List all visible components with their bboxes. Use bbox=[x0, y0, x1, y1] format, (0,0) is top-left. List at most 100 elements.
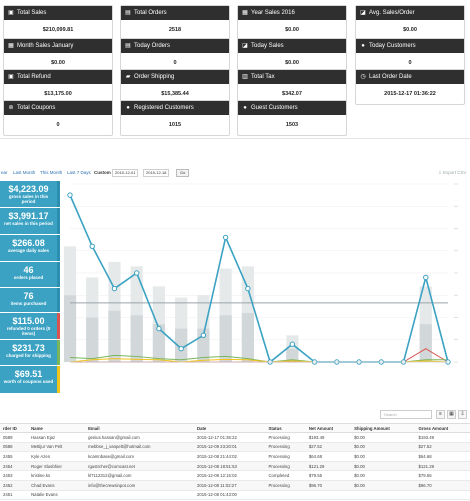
table-row[interactable]: 2453 kristine.ks kl7112312@gmail.com 2015-1… bbox=[0, 470, 470, 481]
column-header[interactable]: Email bbox=[85, 423, 194, 433]
stat-card-value: 2518 bbox=[168, 27, 182, 33]
table-row[interactable]: 2451 Natalie Evans 2015-12-08 01:43:00 bbox=[0, 490, 470, 501]
export-icon[interactable]: ⇩ bbox=[458, 410, 467, 419]
stat-card: ◷ Last Order Date 2015-12-17 01:36:22 bbox=[355, 69, 465, 105]
stat-card-label: Order Shipping bbox=[134, 74, 175, 80]
period-stat-label: net sales in this period bbox=[4, 221, 53, 226]
stat-card-header: ▣ Total Sales bbox=[4, 6, 112, 20]
stat-card-label: Today Customers bbox=[369, 43, 416, 49]
column-header[interactable]: Net Amount bbox=[305, 423, 352, 433]
clock-icon: ◷ bbox=[360, 74, 366, 80]
columns-icon[interactable]: ▦ bbox=[447, 410, 456, 419]
column-header[interactable]: rder ID bbox=[0, 423, 29, 433]
table-row[interactable]: 0588 Mettijur Van Pelt mebbse_j_vanpelt@ho… bbox=[0, 442, 470, 453]
range-last-7-days-link[interactable]: Last 7 Days bbox=[67, 170, 91, 175]
stat-card-label: Today Orders bbox=[134, 43, 171, 49]
table-cell: $0.00 bbox=[351, 432, 416, 443]
stat-card: ● Today Customers 0 bbox=[355, 38, 465, 74]
table-cell: Roger Slusbhier bbox=[28, 461, 86, 472]
stat-card-value: $0.00 bbox=[51, 60, 65, 66]
data-point bbox=[289, 341, 296, 347]
stat-card-header: ● Today Customers bbox=[356, 39, 464, 53]
table-cell: Mettijur Van Pelt bbox=[28, 442, 86, 453]
stat-card-value: 1015 bbox=[168, 122, 182, 128]
period-stat: $266.08 average daily sales bbox=[0, 235, 60, 261]
stat-card-value: 0 bbox=[408, 60, 412, 66]
calendar-icon: ▦ bbox=[242, 10, 248, 16]
table-cell: Processing bbox=[265, 480, 306, 491]
column-header[interactable]: Gross Amount bbox=[415, 423, 470, 433]
export-csv-link[interactable]: ⇩ Export CSV bbox=[438, 170, 467, 175]
table-cell: 2015-12-08 12:15:02 bbox=[194, 470, 266, 481]
stat-card-label: Total Sales bbox=[17, 10, 47, 16]
table-cell: Hassan Ejaz bbox=[28, 432, 86, 443]
stat-card-label: Avg. Sales/Order bbox=[369, 10, 415, 16]
coupon-icon: ⊚ bbox=[8, 105, 14, 111]
list-view-icon[interactable]: ≡ bbox=[436, 410, 445, 419]
download-icon: ⇩ bbox=[438, 170, 444, 175]
table-cell bbox=[265, 490, 306, 501]
stat-card: ◪ Avg. Sales/Order $0.00 bbox=[355, 5, 465, 41]
net-bar bbox=[130, 315, 143, 362]
net-bar bbox=[152, 324, 166, 362]
table-row[interactable]: 2455 Kyle Azen kcamnbase@gmail.com 2015-12-… bbox=[0, 451, 470, 462]
column-header[interactable]: Shipping Amount bbox=[351, 423, 416, 433]
table-cell: $121.29 bbox=[415, 461, 470, 472]
column-header[interactable]: Date bbox=[194, 423, 266, 433]
table-row[interactable]: 2452 Chad Evans info@thecrewsinpot.com 2015… bbox=[0, 480, 470, 491]
table-row[interactable]: 2454 Roger Slusbhier rgustrcher@comcast.ne… bbox=[0, 461, 470, 472]
stat-card-label: Total Coupons bbox=[17, 105, 56, 111]
orders-icon: ▤ bbox=[125, 10, 131, 16]
data-point bbox=[111, 285, 118, 292]
table-row[interactable]: 0589 Hassan Ejaz genius.hassan@gmail.com 20… bbox=[0, 432, 470, 443]
table-cell bbox=[415, 490, 470, 501]
stat-card-value: $13,175.00 bbox=[44, 91, 72, 97]
net-bar bbox=[86, 317, 99, 362]
refund-icon: ▣ bbox=[8, 74, 14, 80]
table-cell: $96.70 bbox=[305, 480, 352, 491]
date-from-input[interactable]: 2015-12-01 bbox=[112, 169, 139, 177]
table-cell bbox=[351, 490, 416, 501]
table-cell: 2015-12-08 21:44:02 bbox=[194, 451, 266, 462]
table-cell: $193.49 bbox=[415, 432, 470, 443]
table-cell: 2015-12-08 01:43:00 bbox=[194, 490, 266, 501]
table-cell: 2015-12-08 11:02:27 bbox=[194, 480, 266, 491]
data-point bbox=[67, 192, 73, 198]
date-to-input[interactable]: 2015-12-18 bbox=[143, 169, 170, 177]
stat-card: ▣ Total Sales $210,099.81 bbox=[3, 5, 113, 41]
column-header[interactable]: Status bbox=[265, 423, 306, 433]
stat-card-header: ● Guest Customers bbox=[238, 101, 346, 115]
period-stat: 76 items purchased bbox=[0, 288, 60, 312]
period-stat-label: average daily sales bbox=[7, 248, 50, 253]
table-cell: $0.00 bbox=[351, 470, 416, 481]
range-last-month-link[interactable]: Last Month bbox=[13, 170, 36, 175]
period-stat: $69.51 worth of coupons used bbox=[0, 366, 60, 393]
table-cell: 2453 bbox=[0, 470, 29, 481]
stat-card-value: 1503 bbox=[285, 122, 299, 128]
table-cell: Completed bbox=[265, 470, 306, 481]
column-header[interactable]: Name bbox=[28, 423, 86, 433]
table-search-input[interactable]: Search bbox=[380, 410, 432, 419]
period-stat: $3,991.17 net sales in this period bbox=[0, 208, 60, 234]
table-cell: 2455 bbox=[0, 451, 29, 462]
stat-card-header: ▦ Month Sales January bbox=[4, 39, 112, 53]
stat-card-value: $0.00 bbox=[285, 60, 299, 66]
table-cell: genius.hassan@gmail.com bbox=[85, 432, 194, 443]
stat-card-value: $210,099.81 bbox=[42, 27, 74, 33]
table-cell: Processing bbox=[265, 461, 306, 472]
period-stat-label: orders placed bbox=[13, 275, 44, 280]
stat-card-value: $15,385.44 bbox=[161, 91, 189, 97]
go-button[interactable]: Go bbox=[176, 169, 190, 177]
table-cell: $0.00 bbox=[351, 442, 416, 453]
table-cell: $0.00 bbox=[351, 451, 416, 462]
stat-card-header: ◷ Last Order Date bbox=[356, 70, 464, 84]
period-stat-label: gross sales in this period bbox=[8, 194, 49, 204]
money-icon: ▣ bbox=[8, 10, 14, 16]
range-year-link[interactable]: ear bbox=[1, 170, 8, 175]
range-this-month-link[interactable]: This Month bbox=[40, 170, 63, 175]
data-point bbox=[156, 325, 162, 332]
table-cell bbox=[85, 490, 194, 501]
stat-card: ◪ Today Sales $0.00 bbox=[237, 38, 347, 74]
stat-card-header: ▰ Order Shipping bbox=[121, 70, 229, 84]
